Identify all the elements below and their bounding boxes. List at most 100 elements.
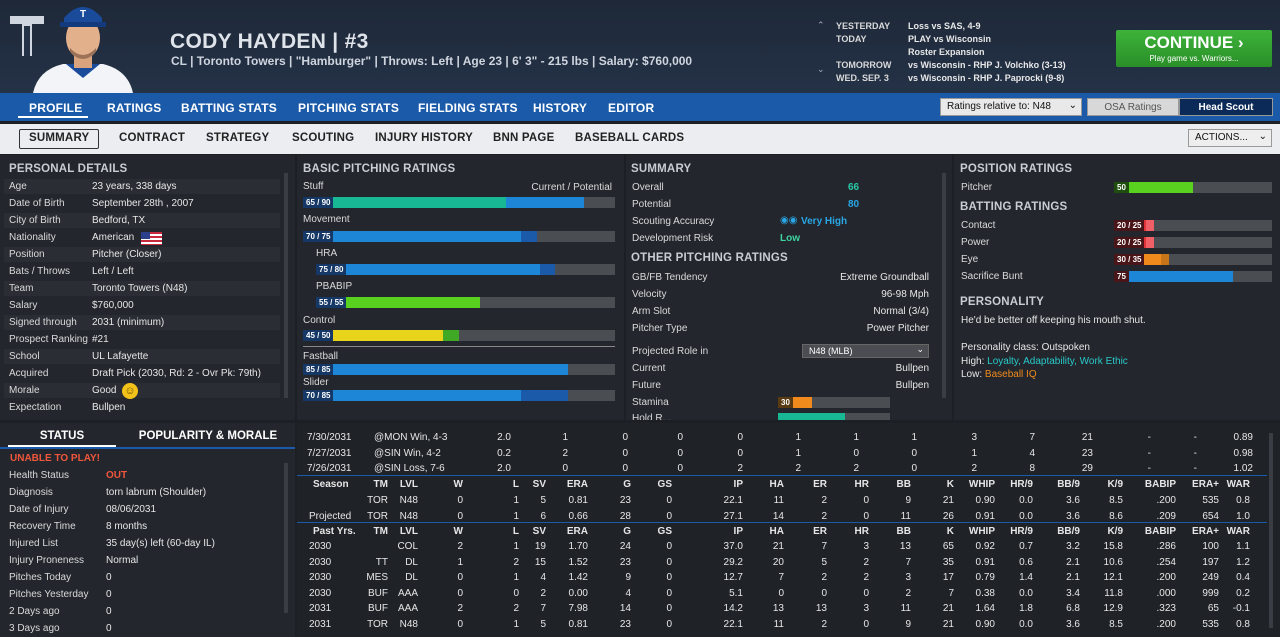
column-header[interactable]: L <box>512 479 519 490</box>
table-cell: 0 <box>457 619 463 630</box>
table-cell: 2 <box>821 572 827 584</box>
tab-profile[interactable]: PROFILE <box>29 101 83 115</box>
table-cell: 0.0 <box>1019 619 1033 630</box>
tab-popularity-morale[interactable]: POPULARITY & MORALE <box>138 430 278 442</box>
column-header[interactable]: WAR <box>1226 526 1250 537</box>
column-header[interactable]: LVL <box>399 479 418 490</box>
column-header[interactable]: ER <box>813 479 827 490</box>
column-header[interactable]: K/9 <box>1107 526 1123 537</box>
scrollbar[interactable] <box>942 173 946 398</box>
column-header[interactable]: ERA+ <box>1192 479 1219 490</box>
column-header[interactable]: SV <box>532 526 546 537</box>
pitch-rating-bar: 85 / 85 <box>303 364 615 375</box>
column-header[interactable]: ERA <box>566 479 588 490</box>
column-header[interactable]: GS <box>657 526 672 537</box>
table-cell: 0 <box>513 587 519 599</box>
trait-low: Baseball IQ <box>984 369 1037 380</box>
tab-history[interactable]: HISTORY <box>533 101 588 115</box>
game-log-cell: 4 <box>1029 447 1035 459</box>
table-cell: .323 <box>1156 603 1176 615</box>
player-avatar: T <box>33 7 133 93</box>
column-header[interactable]: BB/9 <box>1057 479 1080 490</box>
column-header[interactable]: G <box>623 479 631 490</box>
column-header[interactable]: IP <box>733 479 743 490</box>
column-header[interactable]: W <box>453 479 463 490</box>
status-label: Injured List <box>9 538 58 549</box>
tab-ratings[interactable]: RATINGS <box>107 101 162 115</box>
tab-pitching-stats[interactable]: PITCHING STATS <box>298 101 400 115</box>
table-cell: 21 <box>942 495 954 506</box>
detail-value: 23 years, 338 days <box>92 181 177 192</box>
status-value: 0 <box>106 589 112 600</box>
row-divider <box>297 475 1267 476</box>
schedule-value[interactable]: vs Wisconsin - RHP J. Volchko (3-13) <box>908 60 1066 70</box>
table-cell: 0.66 <box>568 510 588 522</box>
schedule-value[interactable]: Roster Expansion <box>908 47 985 57</box>
column-header[interactable]: BB <box>896 479 911 490</box>
low-label: Low: <box>961 369 983 380</box>
column-header[interactable]: BABIP <box>1144 479 1176 490</box>
column-header[interactable]: TM <box>373 526 388 537</box>
summary-panel: SUMMARY Overall 66 Potential 80 Scouting… <box>626 155 952 420</box>
column-header[interactable]: K/9 <box>1107 479 1123 490</box>
projected-role-select[interactable]: N48 (MLB) ⌄ <box>802 344 929 358</box>
tab-status[interactable]: STATUS <box>39 430 85 442</box>
osa-ratings-button[interactable]: OSA Ratings <box>1087 98 1179 116</box>
scrollbar[interactable] <box>1269 433 1273 628</box>
tab-fielding-stats[interactable]: FIELDING STATS <box>418 101 518 115</box>
schedule-up-arrow[interactable]: ⌃ <box>817 20 825 30</box>
column-header[interactable]: ERA <box>566 526 588 537</box>
column-header[interactable]: GS <box>657 479 672 490</box>
column-header[interactable]: IP <box>733 526 743 537</box>
subtab-contract[interactable]: CONTRACT <box>119 132 186 144</box>
column-header[interactable]: W <box>453 526 463 537</box>
column-header[interactable]: ER <box>813 526 827 537</box>
tab-batting-stats[interactable]: BATTING STATS <box>181 101 277 115</box>
ratings-relative-select[interactable]: Ratings relative to: N48 ⌄ <box>940 98 1082 116</box>
game-log-cell: - <box>1193 447 1197 459</box>
column-header[interactable]: WAR <box>1226 479 1250 490</box>
column-header[interactable]: K <box>946 526 954 537</box>
table-cell: 2 <box>457 603 463 615</box>
subtab-bnn-page[interactable]: BNN PAGE <box>493 132 555 144</box>
tab-editor[interactable]: EDITOR <box>608 101 655 115</box>
row-stripe <box>4 366 280 381</box>
column-header[interactable]: WHIP <box>968 526 995 537</box>
subtab-strategy[interactable]: STRATEGY <box>206 132 270 144</box>
column-header[interactable]: BB/9 <box>1057 526 1080 537</box>
column-header[interactable]: HA <box>769 479 784 490</box>
scrollbar[interactable] <box>284 173 288 398</box>
schedule-value[interactable]: Loss vs SAS, 4-9 <box>908 21 981 31</box>
continue-button[interactable]: CONTINUE › Play game vs. Warriors... <box>1116 30 1272 67</box>
column-header[interactable]: HR <box>854 526 869 537</box>
column-header[interactable]: HA <box>769 526 784 537</box>
actions-dropdown[interactable]: ACTIONS... ⌄ <box>1188 129 1272 147</box>
head-scout-button[interactable]: Head Scout <box>1179 98 1273 116</box>
subtab-injury-history[interactable]: INJURY HISTORY <box>375 132 474 144</box>
column-header[interactable]: HR <box>854 479 869 490</box>
trait-high: Work Ethic <box>1079 356 1128 367</box>
column-header[interactable]: LVL <box>399 526 418 537</box>
column-header[interactable]: WHIP <box>968 479 995 490</box>
column-header[interactable]: BABIP <box>1144 526 1176 537</box>
row-stripe <box>4 196 280 211</box>
row-label: 2030 <box>309 587 332 599</box>
subtab-scouting[interactable]: SCOUTING <box>292 132 355 144</box>
column-header[interactable]: ERA+ <box>1192 526 1219 537</box>
schedule-value[interactable]: PLAY vs Wisconsin <box>908 34 991 44</box>
column-header[interactable]: K <box>946 479 954 490</box>
subtab-baseball-cards[interactable]: BASEBALL CARDS <box>575 132 685 144</box>
column-header[interactable]: G <box>623 526 631 537</box>
scrollbar[interactable] <box>284 463 288 613</box>
subtab-summary[interactable]: SUMMARY <box>29 132 90 144</box>
table-cell: 20 <box>772 556 784 568</box>
column-header[interactable]: BB <box>896 526 911 537</box>
column-header[interactable]: SV <box>532 479 546 490</box>
column-header[interactable]: TM <box>373 479 388 490</box>
column-header[interactable]: HR/9 <box>1010 479 1033 490</box>
column-header[interactable]: HR/9 <box>1010 526 1033 537</box>
column-header[interactable]: L <box>512 526 519 537</box>
schedule-value[interactable]: vs Wisconsin - RHP J. Paprocki (9-8) <box>908 73 1065 83</box>
schedule-down-arrow[interactable]: ⌄ <box>817 64 825 74</box>
table-cell: 23 <box>619 619 631 630</box>
